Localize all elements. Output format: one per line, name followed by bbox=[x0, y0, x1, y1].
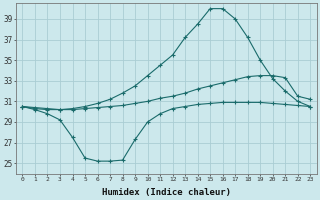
X-axis label: Humidex (Indice chaleur): Humidex (Indice chaleur) bbox=[102, 188, 231, 197]
